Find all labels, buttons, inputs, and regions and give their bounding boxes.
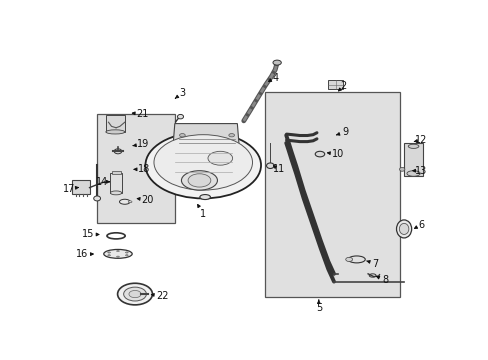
Polygon shape bbox=[291, 152, 296, 174]
Text: 21: 21 bbox=[136, 109, 148, 119]
Text: 1: 1 bbox=[200, 209, 206, 219]
Text: 19: 19 bbox=[136, 139, 148, 149]
Text: 17: 17 bbox=[62, 184, 75, 194]
Bar bbox=[110, 174, 122, 193]
Text: 7: 7 bbox=[372, 258, 378, 269]
Ellipse shape bbox=[107, 255, 110, 256]
Text: 8: 8 bbox=[381, 275, 387, 285]
Text: 4: 4 bbox=[272, 73, 278, 83]
Ellipse shape bbox=[396, 220, 411, 238]
Bar bbox=[111, 171, 121, 174]
Polygon shape bbox=[327, 261, 333, 282]
Ellipse shape bbox=[117, 251, 119, 252]
Ellipse shape bbox=[110, 191, 122, 195]
Polygon shape bbox=[173, 123, 239, 147]
Ellipse shape bbox=[345, 257, 352, 261]
Ellipse shape bbox=[228, 134, 234, 137]
Ellipse shape bbox=[200, 194, 210, 199]
Ellipse shape bbox=[125, 252, 128, 253]
Text: 20: 20 bbox=[141, 195, 153, 205]
Polygon shape bbox=[311, 213, 320, 248]
Text: 11: 11 bbox=[272, 164, 285, 174]
Text: 6: 6 bbox=[417, 220, 424, 230]
Polygon shape bbox=[288, 142, 291, 159]
Ellipse shape bbox=[94, 196, 101, 201]
Ellipse shape bbox=[406, 171, 419, 176]
Bar bbox=[327, 80, 343, 89]
Text: 2: 2 bbox=[340, 81, 346, 91]
Text: 13: 13 bbox=[414, 166, 427, 176]
Ellipse shape bbox=[145, 132, 261, 198]
Ellipse shape bbox=[188, 174, 210, 187]
Ellipse shape bbox=[129, 291, 141, 298]
Ellipse shape bbox=[119, 199, 130, 204]
Ellipse shape bbox=[105, 130, 124, 134]
Ellipse shape bbox=[179, 134, 185, 137]
Bar bbox=[72, 180, 89, 194]
Ellipse shape bbox=[272, 60, 281, 65]
Text: 14: 14 bbox=[96, 177, 108, 187]
Text: 9: 9 bbox=[342, 127, 348, 137]
Ellipse shape bbox=[154, 135, 252, 190]
Polygon shape bbox=[285, 135, 288, 150]
Text: 16: 16 bbox=[76, 249, 88, 260]
Ellipse shape bbox=[315, 151, 324, 157]
Text: 12: 12 bbox=[414, 135, 427, 145]
Ellipse shape bbox=[266, 163, 274, 168]
Bar bbox=[97, 114, 175, 223]
Ellipse shape bbox=[117, 283, 152, 305]
Ellipse shape bbox=[207, 151, 232, 165]
Bar bbox=[403, 143, 422, 176]
Ellipse shape bbox=[117, 256, 119, 257]
Ellipse shape bbox=[107, 252, 110, 253]
Text: 10: 10 bbox=[331, 149, 343, 159]
Bar bbox=[105, 115, 124, 132]
Polygon shape bbox=[320, 240, 327, 269]
Ellipse shape bbox=[181, 171, 217, 190]
Ellipse shape bbox=[114, 149, 122, 154]
Ellipse shape bbox=[177, 114, 183, 119]
Ellipse shape bbox=[347, 256, 365, 263]
Bar bbox=[264, 92, 399, 297]
Ellipse shape bbox=[399, 223, 408, 234]
Ellipse shape bbox=[123, 287, 146, 301]
Ellipse shape bbox=[125, 255, 128, 256]
Ellipse shape bbox=[103, 249, 132, 258]
Text: 18: 18 bbox=[138, 164, 150, 174]
Polygon shape bbox=[296, 166, 303, 198]
Ellipse shape bbox=[407, 144, 418, 148]
Ellipse shape bbox=[399, 167, 404, 171]
Text: 22: 22 bbox=[156, 291, 168, 301]
Text: 3: 3 bbox=[179, 88, 185, 98]
Polygon shape bbox=[303, 191, 311, 221]
Ellipse shape bbox=[128, 201, 132, 203]
Text: 5: 5 bbox=[315, 303, 321, 313]
Text: 15: 15 bbox=[81, 229, 94, 239]
